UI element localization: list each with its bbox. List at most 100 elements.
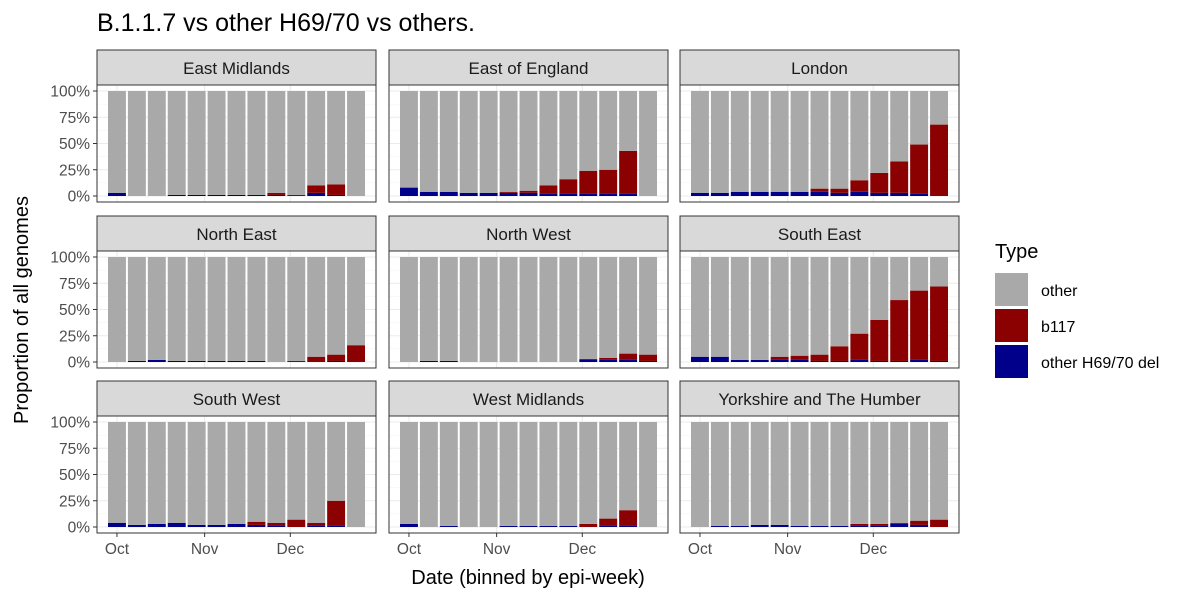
bar-segment-other (579, 91, 598, 171)
bar-segment-other (810, 91, 829, 189)
bar-segment-h6970 (599, 525, 618, 527)
bar-segment-h6970 (790, 525, 809, 527)
legend-title: Type (995, 241, 1038, 263)
bar-segment-b117 (599, 518, 618, 526)
bar-segment-other (850, 422, 869, 524)
bar-segment-h6970 (227, 523, 246, 527)
bar-segment-h6970 (207, 524, 226, 527)
bar-segment-h6970 (207, 194, 226, 196)
bar-segment-b117 (890, 522, 909, 524)
bar-segment-other (910, 257, 929, 291)
bar-segment-other (347, 422, 366, 527)
bar-segment-other (770, 422, 789, 525)
bar-segment-h6970 (750, 524, 769, 527)
bar-segment-h6970 (147, 359, 166, 362)
facet-strip-label: South East (778, 225, 861, 244)
bar-segment-b117 (519, 190, 538, 193)
bar-segment-other (287, 257, 306, 361)
bar-segment-h6970 (399, 523, 418, 527)
bar-segment-h6970 (479, 192, 498, 196)
bar-segment-other (347, 91, 366, 196)
bar-segment-other (850, 257, 869, 334)
y-tick-label: 100% (50, 84, 90, 101)
bar-segment-other (559, 91, 578, 180)
bar-segment-h6970 (690, 356, 709, 362)
x-tick-label: Dec (860, 541, 888, 558)
bar-segment-other (619, 422, 638, 511)
bar-segment-other (287, 91, 306, 195)
bar-segment-h6970 (870, 192, 889, 196)
bar-segment-other (690, 91, 709, 193)
bar-segment-h6970 (107, 192, 126, 196)
bar-segment-b117 (930, 124, 949, 196)
bar-segment-other (790, 257, 809, 356)
bar-segment-h6970 (710, 192, 729, 196)
bar-segment-other (187, 91, 206, 195)
bar-segment-other (419, 422, 438, 527)
bar-segment-other (347, 257, 366, 346)
bar-segment-h6970 (579, 193, 598, 196)
facet-strip-label: North West (486, 225, 571, 244)
x-tick-label: Oct (688, 541, 713, 558)
bar-segment-b117 (619, 150, 638, 194)
legend-key-b117 (995, 309, 1028, 342)
bar-segment-b117 (287, 519, 306, 527)
facet-strip-label: East Midlands (183, 59, 290, 78)
bar-segment-other (499, 91, 518, 192)
y-tick-label: 25% (59, 162, 90, 179)
facet-panel: South West 0% 25% 50% 75% 100% Oct Nov Dec (50, 380, 377, 558)
bar-segment-other (439, 91, 458, 192)
bar-segment-h6970 (599, 359, 618, 362)
bar-segment-h6970 (459, 192, 478, 196)
bar-segment-h6970 (227, 360, 246, 362)
bar-segment-other (267, 91, 286, 193)
legend-label-other: other (1041, 283, 1078, 300)
bar-segment-other (830, 422, 849, 526)
bar-segment-h6970 (870, 360, 889, 362)
bar-segment-h6970 (499, 525, 518, 527)
facet-panel: London (679, 49, 960, 203)
bar-segment-other (770, 257, 789, 357)
bar-segment-other (890, 257, 909, 301)
facet-panel: East Midlands 0% 25% 50% 75% 100% (50, 49, 377, 206)
bar-segment-h6970 (830, 525, 849, 527)
bar-segment-other (710, 257, 729, 357)
bar-segment-b117 (910, 520, 929, 525)
bar-segment-b117 (850, 333, 869, 360)
bar-segment-h6970 (167, 194, 186, 196)
bar-segment-h6970 (750, 359, 769, 362)
bar-segment-other (127, 422, 146, 525)
x-tick-label: Dec (277, 541, 305, 558)
bar-segment-h6970 (307, 192, 326, 196)
bar-segment-other (519, 422, 538, 526)
bar-segment-b117 (890, 161, 909, 193)
bar-segment-h6970 (267, 194, 286, 196)
bar-segment-other (207, 257, 226, 361)
x-axis-title: Date (binned by epi-week) (411, 567, 644, 589)
bar-segment-h6970 (619, 359, 638, 362)
bar-segment-other (930, 91, 949, 125)
bar-segment-b117 (327, 354, 346, 361)
bar-segment-h6970 (147, 523, 166, 527)
bar-segment-b117 (559, 179, 578, 194)
bar-segment-b117 (830, 346, 849, 361)
bar-segment-other (890, 91, 909, 162)
bar-segment-other (227, 91, 246, 195)
bar-segment-other (247, 422, 266, 522)
bar-segment-other (439, 257, 458, 361)
bar-segment-b117 (850, 180, 869, 192)
bar-segment-other (850, 91, 869, 181)
bar-segment-b117 (579, 170, 598, 194)
bar-segment-h6970 (187, 524, 206, 527)
panel-border (679, 250, 960, 369)
bar-segment-h6970 (399, 187, 418, 196)
bar-segment-h6970 (247, 194, 266, 196)
bar-segment-other (107, 422, 126, 523)
bar-segment-other (639, 257, 658, 355)
facet-strip (388, 49, 669, 86)
bar-segment-h6970 (559, 193, 578, 196)
bar-segment-other (710, 91, 729, 193)
bar-segment-other (127, 257, 146, 361)
bar-segment-other (399, 91, 418, 188)
bar-segment-other (599, 91, 618, 170)
